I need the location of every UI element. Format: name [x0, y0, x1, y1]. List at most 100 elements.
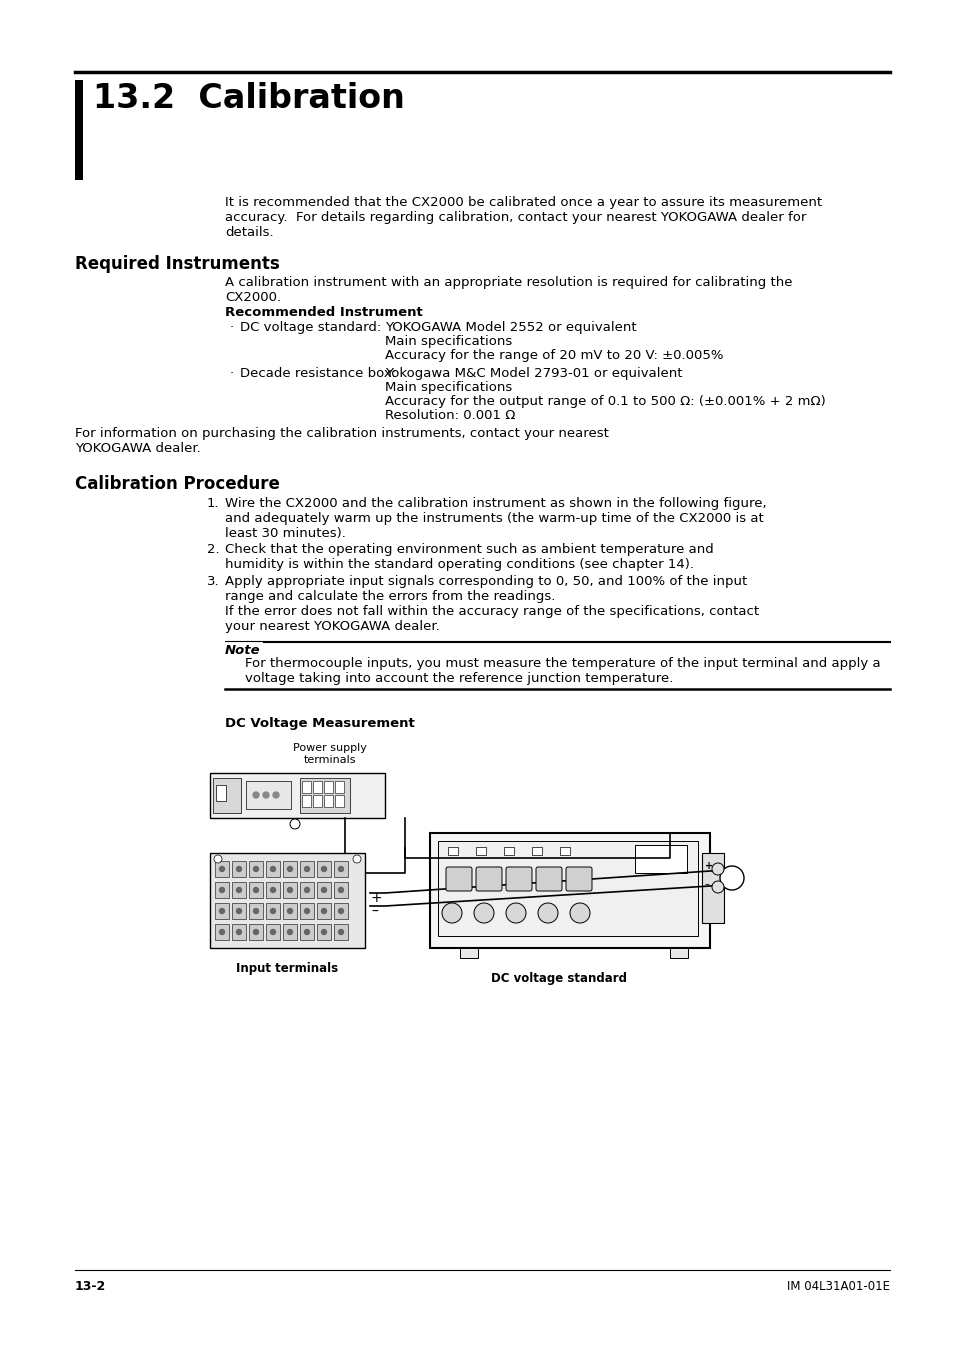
- Bar: [459, 948, 477, 958]
- Circle shape: [338, 929, 343, 935]
- Circle shape: [219, 866, 224, 871]
- Bar: [669, 948, 687, 958]
- Bar: [559, 847, 569, 855]
- Circle shape: [321, 888, 326, 893]
- Bar: [437, 842, 698, 936]
- Text: If the error does not fall within the accuracy range of the specifications, cont: If the error does not fall within the ac…: [225, 605, 759, 634]
- Circle shape: [537, 902, 558, 923]
- Text: Recommended Instrument: Recommended Instrument: [225, 305, 422, 319]
- Circle shape: [290, 819, 299, 830]
- Text: Accuracy for the range of 20 mV to 20 V: ±0.005%: Accuracy for the range of 20 mV to 20 V:…: [385, 349, 722, 362]
- Bar: [210, 773, 385, 817]
- Circle shape: [271, 929, 275, 935]
- Bar: [635, 844, 686, 873]
- Bar: [283, 902, 296, 919]
- Text: Accuracy for the output range of 0.1 to 500 Ω: (±0.001% + 2 mΩ): Accuracy for the output range of 0.1 to …: [385, 394, 825, 408]
- Circle shape: [304, 866, 309, 871]
- Bar: [313, 781, 322, 793]
- Circle shape: [304, 908, 309, 913]
- Text: For information on purchasing the calibration instruments, contact your nearest
: For information on purchasing the calibr…: [75, 427, 608, 455]
- Circle shape: [236, 929, 241, 935]
- Circle shape: [287, 929, 293, 935]
- Circle shape: [273, 792, 278, 798]
- Bar: [266, 924, 280, 940]
- Bar: [283, 861, 296, 877]
- Text: Apply appropriate input signals corresponding to 0, 50, and 100% of the input
ra: Apply appropriate input signals correspo…: [225, 576, 746, 603]
- Text: 2.: 2.: [207, 543, 219, 557]
- Bar: [266, 882, 280, 898]
- Text: Required Instruments: Required Instruments: [75, 255, 279, 273]
- Text: Main specifications: Main specifications: [385, 381, 512, 394]
- Circle shape: [219, 888, 224, 893]
- Bar: [249, 882, 263, 898]
- Bar: [334, 861, 348, 877]
- Bar: [299, 924, 314, 940]
- FancyBboxPatch shape: [536, 867, 561, 892]
- Text: IM 04L31A01-01E: IM 04L31A01-01E: [786, 1279, 889, 1293]
- Bar: [334, 902, 348, 919]
- Circle shape: [253, 792, 258, 798]
- Circle shape: [271, 888, 275, 893]
- Bar: [324, 781, 333, 793]
- Bar: [302, 781, 311, 793]
- Bar: [232, 882, 246, 898]
- Text: It is recommended that the CX2000 be calibrated once a year to assure its measur: It is recommended that the CX2000 be cal…: [225, 196, 821, 239]
- Circle shape: [236, 866, 241, 871]
- Bar: [335, 794, 344, 807]
- Text: Power supply
terminals: Power supply terminals: [293, 743, 367, 765]
- FancyBboxPatch shape: [505, 867, 532, 892]
- Text: DC voltage standard: DC voltage standard: [491, 971, 626, 985]
- Circle shape: [711, 863, 723, 875]
- Bar: [324, 794, 333, 807]
- Text: Calibration Procedure: Calibration Procedure: [75, 476, 279, 493]
- Bar: [316, 861, 331, 877]
- Bar: [283, 882, 296, 898]
- Circle shape: [711, 881, 723, 893]
- Bar: [532, 847, 541, 855]
- Bar: [334, 882, 348, 898]
- Bar: [232, 924, 246, 940]
- Bar: [316, 882, 331, 898]
- Bar: [214, 924, 229, 940]
- Bar: [430, 834, 709, 948]
- Text: –: –: [371, 905, 377, 919]
- Circle shape: [304, 888, 309, 893]
- Bar: [210, 852, 365, 948]
- Bar: [249, 924, 263, 940]
- Circle shape: [213, 855, 222, 863]
- Bar: [232, 902, 246, 919]
- Bar: [476, 847, 485, 855]
- Bar: [316, 924, 331, 940]
- Bar: [299, 778, 350, 813]
- Text: Check that the operating environment such as ambient temperature and
humidity is: Check that the operating environment suc…: [225, 543, 713, 571]
- FancyBboxPatch shape: [565, 867, 592, 892]
- Bar: [75, 80, 83, 180]
- Bar: [302, 794, 311, 807]
- Circle shape: [253, 908, 258, 913]
- FancyBboxPatch shape: [476, 867, 501, 892]
- Text: 3.: 3.: [207, 576, 219, 588]
- Circle shape: [253, 888, 258, 893]
- Text: A calibration instrument with an appropriate resolution is required for calibrat: A calibration instrument with an appropr…: [225, 276, 792, 304]
- Text: –: –: [704, 880, 709, 889]
- Text: DC voltage standard:: DC voltage standard:: [240, 322, 381, 334]
- Text: +: +: [371, 892, 382, 905]
- Bar: [299, 861, 314, 877]
- Bar: [283, 924, 296, 940]
- Circle shape: [287, 866, 293, 871]
- Circle shape: [219, 908, 224, 913]
- Bar: [299, 882, 314, 898]
- Circle shape: [338, 908, 343, 913]
- Circle shape: [321, 866, 326, 871]
- Text: Note: Note: [225, 644, 260, 657]
- Text: DC Voltage Measurement: DC Voltage Measurement: [225, 717, 415, 730]
- Text: 13-2: 13-2: [75, 1279, 106, 1293]
- Circle shape: [271, 866, 275, 871]
- Circle shape: [441, 902, 461, 923]
- Bar: [213, 778, 241, 813]
- Text: 1.: 1.: [207, 497, 219, 509]
- Circle shape: [505, 902, 525, 923]
- Circle shape: [720, 866, 743, 890]
- Text: Resolution: 0.001 Ω: Resolution: 0.001 Ω: [385, 409, 515, 422]
- Bar: [701, 852, 723, 923]
